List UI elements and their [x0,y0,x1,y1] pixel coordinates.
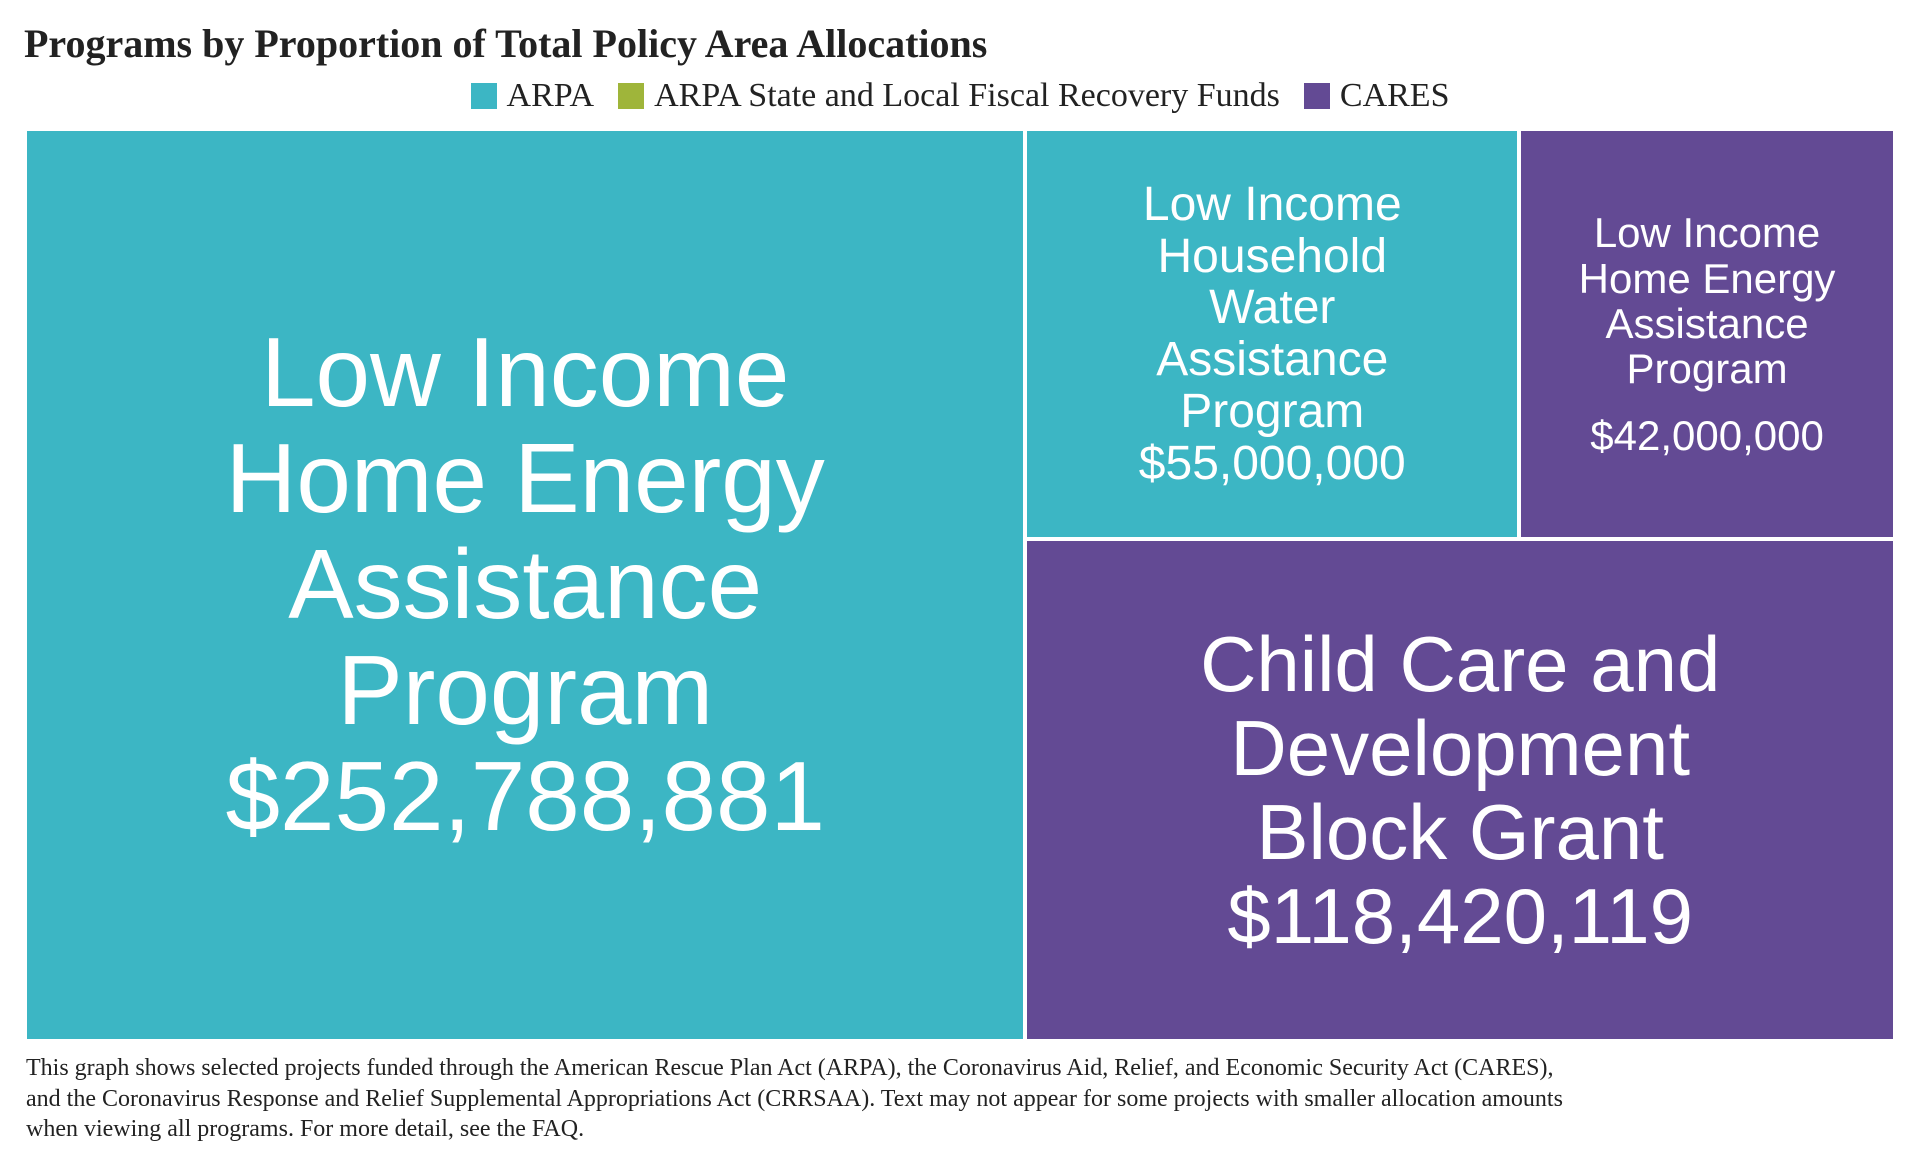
treemap-cell-line: Low Income [1143,179,1402,231]
treemap-cell-line: Development [1230,706,1690,790]
treemap-cell-line: Low Income [261,320,789,426]
legend-swatch-arpa [471,83,497,109]
treemap-cell-line: Child Care and [1200,622,1720,706]
treemap-cell-line: Home Energy [226,426,825,532]
treemap-cell-line: Assistance [288,532,762,638]
legend-item-cares: CARES [1304,77,1450,115]
treemap-cell-ccdbg-cares[interactable]: Child Care andDevelopmentBlock Grant$118… [1025,539,1895,1041]
chart-title: Programs by Proportion of Total Policy A… [24,20,1896,67]
treemap-cell-line: Low Income [1594,210,1820,255]
treemap-cell-line: Assistance [1606,301,1809,346]
treemap-cell-line: $252,788,881 [225,744,824,850]
treemap-cell-liheap-cares[interactable]: Low IncomeHome EnergyAssistanceProgram $… [1519,129,1895,539]
treemap-cell-line: Program [1180,386,1364,438]
treemap-cell-line: $118,420,119 [1227,874,1693,958]
treemap-cell-line [1701,392,1713,413]
treemap-cell-line: $55,000,000 [1139,438,1406,490]
treemap-cell-line: Program [337,638,713,744]
treemap-cell-lihwap-arpa[interactable]: Low IncomeHouseholdWaterAssistanceProgra… [1025,129,1519,539]
legend-item-arpa-slfrf: ARPA State and Local Fiscal Recovery Fun… [618,77,1280,115]
treemap-cell-line: Household [1158,231,1388,283]
treemap-cell-line: Home Energy [1579,256,1836,301]
legend-swatch-cares [1304,83,1330,109]
footnote-line: and the Coronavirus Response and Relief … [26,1086,1563,1112]
legend: ARPA ARPA State and Local Fiscal Recover… [24,77,1896,115]
legend-label: CARES [1340,77,1450,115]
treemap: Low IncomeHome EnergyAssistanceProgram$2… [25,129,1895,1041]
treemap-cell-line: $42,000,000 [1590,413,1824,458]
chart-footnote: This graph shows selected projects funde… [24,1053,1896,1145]
legend-label: ARPA State and Local Fiscal Recovery Fun… [654,77,1280,115]
treemap-cell-liheap-arpa[interactable]: Low IncomeHome EnergyAssistanceProgram$2… [25,129,1025,1041]
treemap-cell-line: Block Grant [1256,790,1663,874]
legend-label: ARPA [507,77,595,115]
legend-item-arpa: ARPA [471,77,595,115]
treemap-cell-line: Water [1209,282,1335,334]
footnote-line: This graph shows selected projects funde… [26,1055,1554,1081]
treemap-cell-line: Assistance [1156,334,1388,386]
legend-swatch-arpa-slfrf [618,83,644,109]
footnote-line: when viewing all programs. For more deta… [26,1116,584,1142]
